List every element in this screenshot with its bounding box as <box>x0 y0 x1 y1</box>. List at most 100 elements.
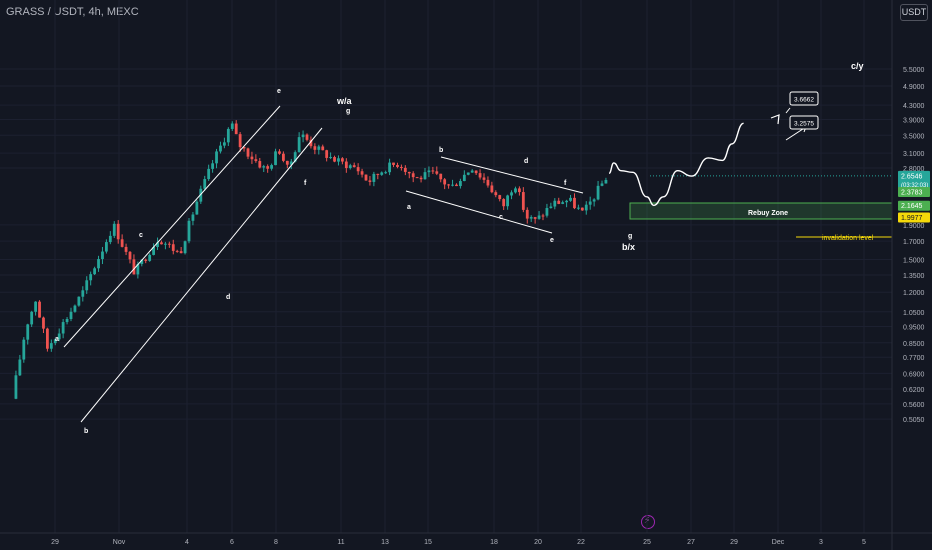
candle-body <box>38 301 41 318</box>
candle-body <box>195 201 199 215</box>
channel-line-lower <box>80 127 323 423</box>
candle-body <box>278 151 281 154</box>
candle-body <box>427 170 431 173</box>
candle-body <box>152 247 155 255</box>
wave-label: f <box>304 180 307 187</box>
candle-body <box>317 146 321 150</box>
x-tick-label: 4 <box>185 539 189 546</box>
candle-body <box>388 162 391 173</box>
candle-body <box>423 172 427 180</box>
x-tick-label: 18 <box>490 539 498 546</box>
candle-body <box>431 170 435 172</box>
candle-body <box>128 251 132 260</box>
wave-label: w/a <box>336 96 353 106</box>
candle-body <box>262 166 266 168</box>
candle-body <box>285 160 289 165</box>
y-tick-label: 3.9000 <box>903 117 925 124</box>
candle-body <box>274 151 277 166</box>
target-label-upper: 3.6662 <box>794 97 814 104</box>
candle-body <box>46 328 49 349</box>
triangle-line-lower <box>405 190 553 234</box>
price-badge-label: 2.3783 <box>901 189 923 196</box>
y-tick-label: 3.5000 <box>903 133 925 140</box>
candle-body <box>156 242 159 248</box>
candle-body <box>120 239 124 247</box>
candle-body <box>329 157 332 159</box>
candle-body <box>226 128 230 143</box>
candle-body <box>211 163 214 169</box>
candle-body <box>34 301 37 312</box>
candle-body <box>136 264 140 275</box>
rebuy-zone-label: Rebuy Zone <box>748 210 788 217</box>
candle-body <box>541 215 545 217</box>
candle-body <box>415 177 419 179</box>
candle-body <box>203 179 207 189</box>
candle-body <box>148 254 152 261</box>
x-tick-label: 3 <box>819 539 823 546</box>
y-tick-label: 4.3000 <box>903 103 925 110</box>
target-box-upper <box>789 91 819 106</box>
chart-grid <box>0 0 892 533</box>
price-badge <box>898 170 930 190</box>
candle-body <box>337 158 340 162</box>
price-badge <box>898 200 930 211</box>
price-badge <box>898 212 930 223</box>
target-label-lower: 3.2575 <box>794 121 814 128</box>
price-badge <box>898 186 930 197</box>
symbol-title: GRASS / USDT, 4h, MEXC <box>6 6 139 18</box>
candle-body <box>69 311 73 320</box>
candles <box>14 120 608 400</box>
candle-body <box>81 290 85 297</box>
candle-body <box>42 317 45 329</box>
x-tick-label: 27 <box>687 539 695 546</box>
candle-body <box>400 166 403 168</box>
candle-body <box>242 147 246 149</box>
candle-body <box>258 161 262 168</box>
candle-body <box>380 172 384 175</box>
candle-body <box>65 319 69 323</box>
candle-body <box>514 188 517 193</box>
candle-body <box>344 161 348 169</box>
candle-body <box>73 305 77 312</box>
candle-body <box>187 220 191 242</box>
candle-body <box>199 188 203 202</box>
y-tick-label: 1.7000 <box>903 239 925 246</box>
candle-body <box>403 167 407 172</box>
wave-label: e <box>550 237 554 244</box>
x-tick-label: 20 <box>534 539 542 546</box>
y-tick-label: 5.5000 <box>903 67 925 74</box>
candle-body <box>207 168 211 180</box>
candle-body <box>510 192 513 196</box>
y-tick-label: 4.9000 <box>903 84 925 91</box>
candle-body <box>250 156 254 160</box>
candle-body <box>600 183 604 186</box>
wave-label: b <box>84 428 88 435</box>
candle-body <box>561 202 565 204</box>
candle-body <box>313 146 317 150</box>
candle-body <box>439 173 443 180</box>
candle-body <box>407 171 411 174</box>
candle-body <box>266 166 270 169</box>
candle-body <box>502 199 506 207</box>
currency-button[interactable]: USDT <box>900 4 928 21</box>
candle-body <box>596 185 600 200</box>
invalidation-label: invalidation level <box>822 235 874 242</box>
candle-body <box>376 173 380 175</box>
candle-body <box>289 161 293 165</box>
y-tick-label: 0.5050 <box>903 417 925 424</box>
candle-body <box>447 184 450 186</box>
candle-body <box>368 180 372 182</box>
candle-body <box>234 123 238 135</box>
candle-body <box>364 174 368 181</box>
candle-body <box>411 173 415 178</box>
candle-body <box>577 207 580 209</box>
candle-body <box>61 322 65 334</box>
candle-body <box>246 148 250 157</box>
projection-path <box>608 122 744 207</box>
candle-body <box>297 137 301 153</box>
projection-arrowhead <box>770 114 780 125</box>
candle-body <box>537 215 541 219</box>
candle-body <box>525 209 529 219</box>
